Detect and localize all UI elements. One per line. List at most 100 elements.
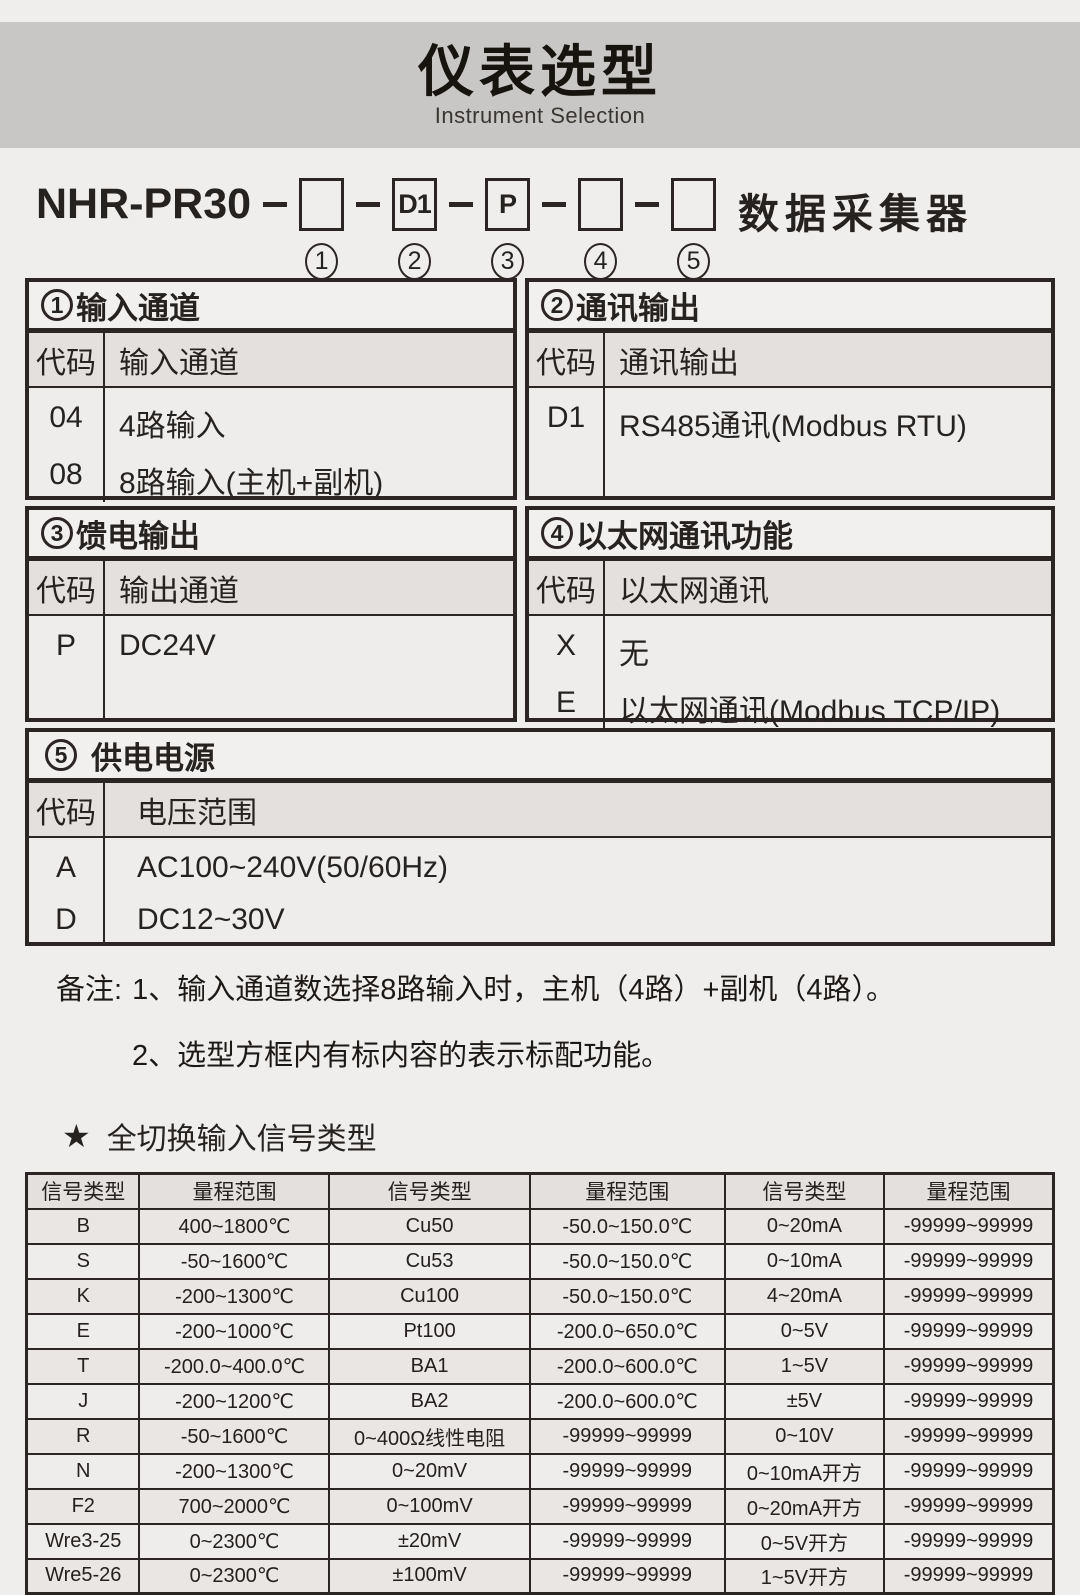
column-header: 量程范围: [138, 1172, 331, 1210]
cell: X: [529, 616, 605, 673]
section-title-text: 以太网通讯功能: [576, 518, 793, 554]
cell: 0~2300℃: [138, 1557, 331, 1595]
cell: J: [25, 1382, 141, 1420]
model-code-box-2: D1: [392, 178, 438, 231]
table-row: F2 700~2000℃ 0~100mV -99999~99999 0~20mA开方 -9…: [25, 1487, 1055, 1525]
section-header-row: 代码 电压范围: [29, 783, 1051, 838]
table-row: E -200~1000℃ Pt100 -200.0~650.0℃ 0~5V -99999~…: [25, 1312, 1055, 1350]
section-number: 2: [541, 289, 573, 321]
cell: -99999~99999: [528, 1522, 726, 1560]
page: 仪表选型 Instrument Selection NHR-PR30 1 D1 …: [0, 22, 1080, 1595]
cell: -200.0~600.0℃: [528, 1382, 726, 1420]
page-subtitle: Instrument Selection: [434, 102, 646, 128]
selection-tables: 1 输入通道 代码 输入通道 04 4路输入 08 8路输入(主机+副机) 2 通讯输…: [25, 278, 1055, 946]
dash-separator: [449, 202, 474, 207]
section-power-supply: 5 供电电源 代码 电压范围 A AC100~240V(50/60Hz) D DC12…: [25, 728, 1055, 946]
cell: S: [25, 1242, 141, 1280]
table-row: A AC100~240V(50/60Hz): [29, 838, 1051, 890]
cell: D: [29, 890, 105, 942]
note-line-2: 2、选型方框内有标内容的表示标配功能。: [132, 1040, 671, 1072]
column-header: 信号类型: [25, 1172, 141, 1210]
cell: 以太网通讯(Modbus TCP/IP): [619, 695, 1001, 728]
cell: E: [25, 1312, 141, 1350]
model-suffix: 数据采集器: [738, 191, 974, 237]
model-code-box-1: [299, 178, 345, 231]
cell: -50~1600℃: [138, 1242, 331, 1280]
cell: Cu50: [328, 1207, 531, 1245]
model-code-box-4: [578, 178, 624, 231]
cell: T: [25, 1347, 141, 1385]
notes-label: 备注:: [56, 974, 123, 1006]
cell: 700~2000℃: [138, 1487, 331, 1525]
table-row: D1 RS485通讯(Modbus RTU): [529, 388, 1051, 496]
cell: -99999~99999: [883, 1277, 1055, 1315]
cell: 08: [29, 445, 105, 502]
cell: E: [529, 673, 605, 730]
cell: Cu100: [328, 1277, 531, 1315]
value-header: 电压范围: [137, 796, 257, 830]
cell: ±20mV: [328, 1522, 531, 1560]
cell: BA1: [328, 1347, 531, 1385]
value-header: 以太网通讯: [619, 574, 769, 608]
section-ethernet: 4 以太网通讯功能 代码 以太网通讯 X 无 E 以太网通讯(Modbus TCP/I…: [525, 506, 1055, 730]
cell: 0~5V: [723, 1312, 886, 1350]
cell: -50.0~150.0℃: [528, 1207, 726, 1245]
cell: 0~20mV: [328, 1452, 531, 1490]
cell: -99999~99999: [528, 1487, 726, 1525]
cell: F2: [25, 1487, 141, 1525]
cell: 0~10mA开方: [723, 1452, 886, 1490]
cell: Pt100: [328, 1312, 531, 1350]
cell: -99999~99999: [883, 1242, 1055, 1280]
cell: -200~1300℃: [138, 1452, 331, 1490]
column-header: 信号类型: [723, 1172, 886, 1210]
cell: -99999~99999: [883, 1522, 1055, 1560]
cell: -99999~99999: [528, 1557, 726, 1595]
section-rows: A AC100~240V(50/60Hz) D DC12~30V: [29, 838, 1051, 942]
section-rows: 04 4路输入 08 8路输入(主机+副机): [29, 388, 513, 502]
cell: 0~10mA: [723, 1242, 886, 1280]
table-row: Wre5-26 0~2300℃ ±100mV -99999~99999 1~5V开方 -9…: [25, 1557, 1055, 1595]
cell: -50.0~150.0℃: [528, 1277, 726, 1315]
model-code-box-3: P: [485, 178, 531, 231]
signal-type-table: 信号类型 量程范围 信号类型 量程范围 信号类型 量程范围 B 400~1800℃…: [25, 1172, 1055, 1595]
star-icon: ★: [62, 1118, 91, 1154]
table-row: T -200.0~400.0℃ BA1 -200.0~600.0℃ 1~5V -99999…: [25, 1347, 1055, 1385]
section-title-text: 输入通道: [76, 290, 200, 326]
cell: 400~1800℃: [138, 1207, 331, 1245]
table-row: N -200~1300℃ 0~20mV -99999~99999 0~10mA开方 -99…: [25, 1452, 1055, 1490]
model-code-line: NHR-PR30 1 D1 2 P 3 4 5 数据采集器: [0, 168, 1080, 280]
cell: 04: [29, 388, 105, 445]
cell: 8路输入(主机+副机): [119, 467, 384, 500]
table-row: Wre3-25 0~2300℃ ±20mV -99999~99999 0~5V开方 -99…: [25, 1522, 1055, 1560]
value-header: 通讯输出: [619, 346, 739, 380]
cell: -99999~99999: [883, 1207, 1055, 1245]
section-header-row: 代码 通讯输出: [529, 333, 1051, 388]
section-header-row: 代码 输出通道: [29, 561, 513, 616]
section-rows: D1 RS485通讯(Modbus RTU): [529, 388, 1051, 496]
cell: -200.0~400.0℃: [138, 1347, 331, 1385]
page-title: 仪表选型: [418, 40, 662, 104]
section-title: 2 通讯输出: [529, 282, 1051, 333]
column-header: 信号类型: [328, 1172, 531, 1210]
code-header: 代码: [29, 561, 105, 614]
cell: -99999~99999: [883, 1382, 1055, 1420]
cell: -99999~99999: [528, 1452, 726, 1490]
cell: DC24V: [119, 629, 216, 662]
section-title-text: 通讯输出: [576, 290, 700, 326]
column-header: 量程范围: [528, 1172, 726, 1210]
value-header: 输出通道: [119, 574, 239, 608]
signal-table-body: B 400~1800℃ Cu50 -50.0~150.0℃ 0~20mA -99999~9…: [25, 1207, 1055, 1595]
code-header: 代码: [29, 333, 105, 386]
table-row: E 以太网通讯(Modbus TCP/IP): [529, 673, 1051, 730]
table-row: P DC24V: [29, 616, 513, 718]
section-comm-output: 2 通讯输出 代码 通讯输出 D1 RS485通讯(Modbus RTU): [525, 278, 1055, 500]
signal-heading-text: 全切换输入信号类型: [106, 1123, 377, 1156]
cell: A: [29, 838, 105, 890]
cell: R: [25, 1417, 141, 1455]
cell: 0~20mA: [723, 1207, 886, 1245]
section-header-row: 代码 输入通道: [29, 333, 513, 388]
note-line-1: 备注: 1、输入通道数选择8路输入时，主机（4路）+副机（4路）。: [56, 966, 1080, 1008]
section-title: 3 馈电输出: [29, 510, 513, 561]
cell: 0~100mV: [328, 1487, 531, 1525]
